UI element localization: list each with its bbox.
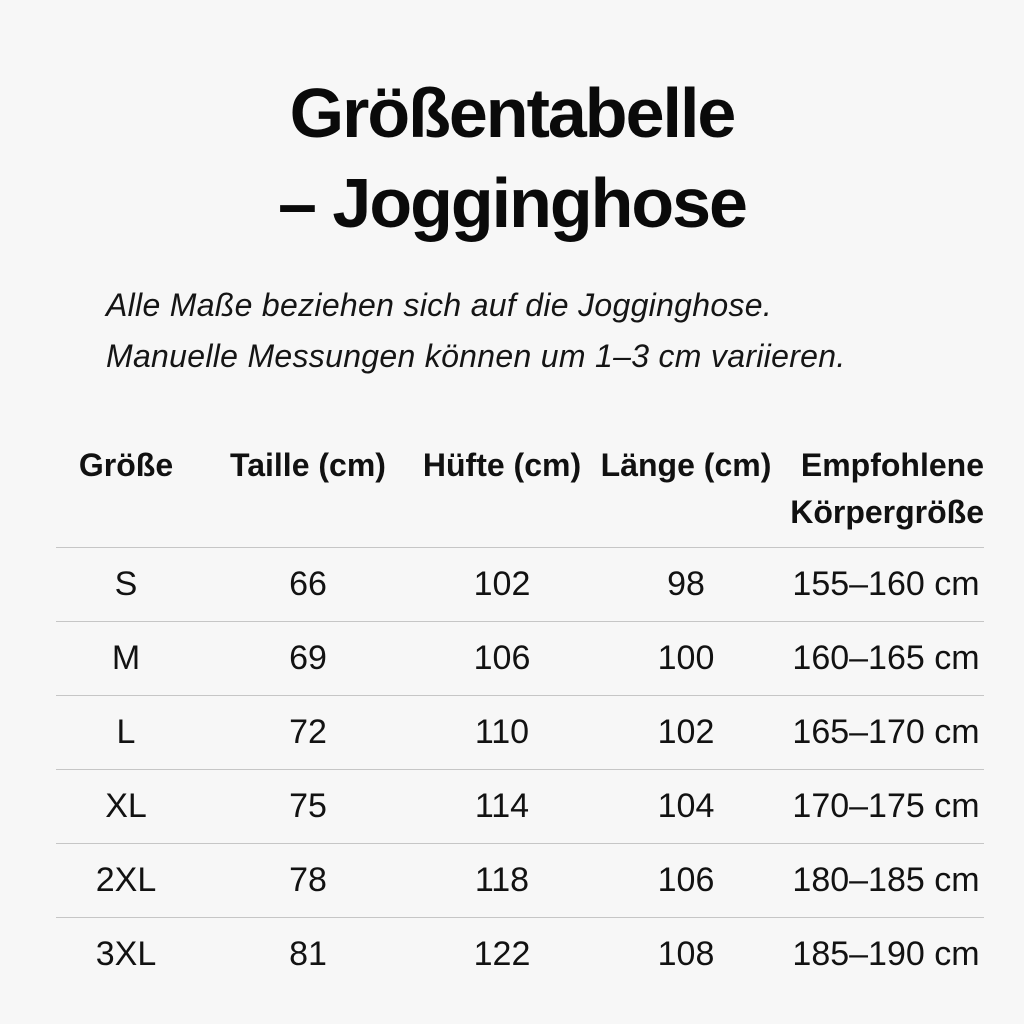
column-header-recommended-height: Empfohlene Körpergröße: [788, 442, 984, 536]
measurement-note-line2: Manuelle Messungen können um 1–3 cm vari…: [106, 338, 846, 374]
column-header-length: Länge (cm): [600, 447, 772, 483]
cell-length: 104: [657, 787, 715, 825]
table-row-xl: XL 75 114 104 170–175 cm: [56, 769, 984, 843]
table-header-row: Größe Taille (cm) Hüfte (cm) Länge (cm) …: [56, 442, 984, 536]
table-body: S 66 102 98 155–160 cm M 69 106 100 160–…: [56, 547, 984, 991]
page-title-line1: Größentabelle: [289, 74, 737, 152]
table-row-s: S 66 102 98 155–160 cm: [56, 547, 984, 621]
cell-waist: 72: [289, 713, 327, 751]
measurement-note: Alle Maße beziehen sich auf die Joggingh…: [106, 280, 846, 382]
cell-hip: 102: [473, 565, 531, 603]
cell-recommended-height: 180–185 cm: [792, 861, 980, 899]
cell-waist: 69: [289, 639, 327, 677]
page-title-line2: – Jogginghose: [278, 164, 748, 242]
cell-length: 102: [657, 713, 715, 751]
cell-waist: 81: [289, 935, 327, 973]
cell-waist: 78: [289, 861, 327, 899]
table-row-l: L 72 110 102 165–170 cm: [56, 695, 984, 769]
cell-recommended-height: 185–190 cm: [792, 935, 980, 973]
cell-size: 3XL: [95, 935, 157, 973]
page-title: Größentabelle – Jogginghose: [0, 68, 1024, 248]
column-header-waist: Taille (cm): [230, 447, 386, 483]
cell-length: 98: [667, 565, 705, 603]
cell-hip: 122: [473, 935, 531, 973]
cell-length: 106: [657, 861, 715, 899]
column-header-recommended-height-line2: Körpergröße: [790, 494, 984, 530]
cell-recommended-height: 165–170 cm: [792, 713, 980, 751]
cell-length: 108: [657, 935, 715, 973]
column-header-size: Größe: [78, 447, 174, 483]
cell-size: XL: [105, 787, 147, 825]
cell-recommended-height: 170–175 cm: [792, 787, 980, 825]
measurement-note-line1: Alle Maße beziehen sich auf die Joggingh…: [106, 287, 773, 323]
column-header-recommended-height-line1: Empfohlene: [800, 447, 984, 483]
cell-size: 2XL: [95, 861, 157, 899]
cell-recommended-height: 160–165 cm: [792, 639, 980, 677]
table-row-3xl: 3XL 81 122 108 185–190 cm: [56, 917, 984, 991]
cell-size: M: [111, 639, 141, 677]
cell-hip: 114: [474, 787, 530, 825]
cell-waist: 66: [289, 565, 327, 603]
cell-hip: 110: [474, 713, 530, 751]
cell-length: 100: [657, 639, 715, 677]
table-row-2xl: 2XL 78 118 106 180–185 cm: [56, 843, 984, 917]
cell-waist: 75: [289, 787, 327, 825]
table-row-m: M 69 106 100 160–165 cm: [56, 621, 984, 695]
cell-size: L: [116, 713, 136, 751]
cell-recommended-height: 155–160 cm: [792, 565, 980, 603]
cell-size: S: [114, 565, 138, 603]
cell-hip: 106: [473, 639, 531, 677]
cell-hip: 118: [474, 861, 530, 899]
column-header-hip: Hüfte (cm): [422, 447, 582, 483]
